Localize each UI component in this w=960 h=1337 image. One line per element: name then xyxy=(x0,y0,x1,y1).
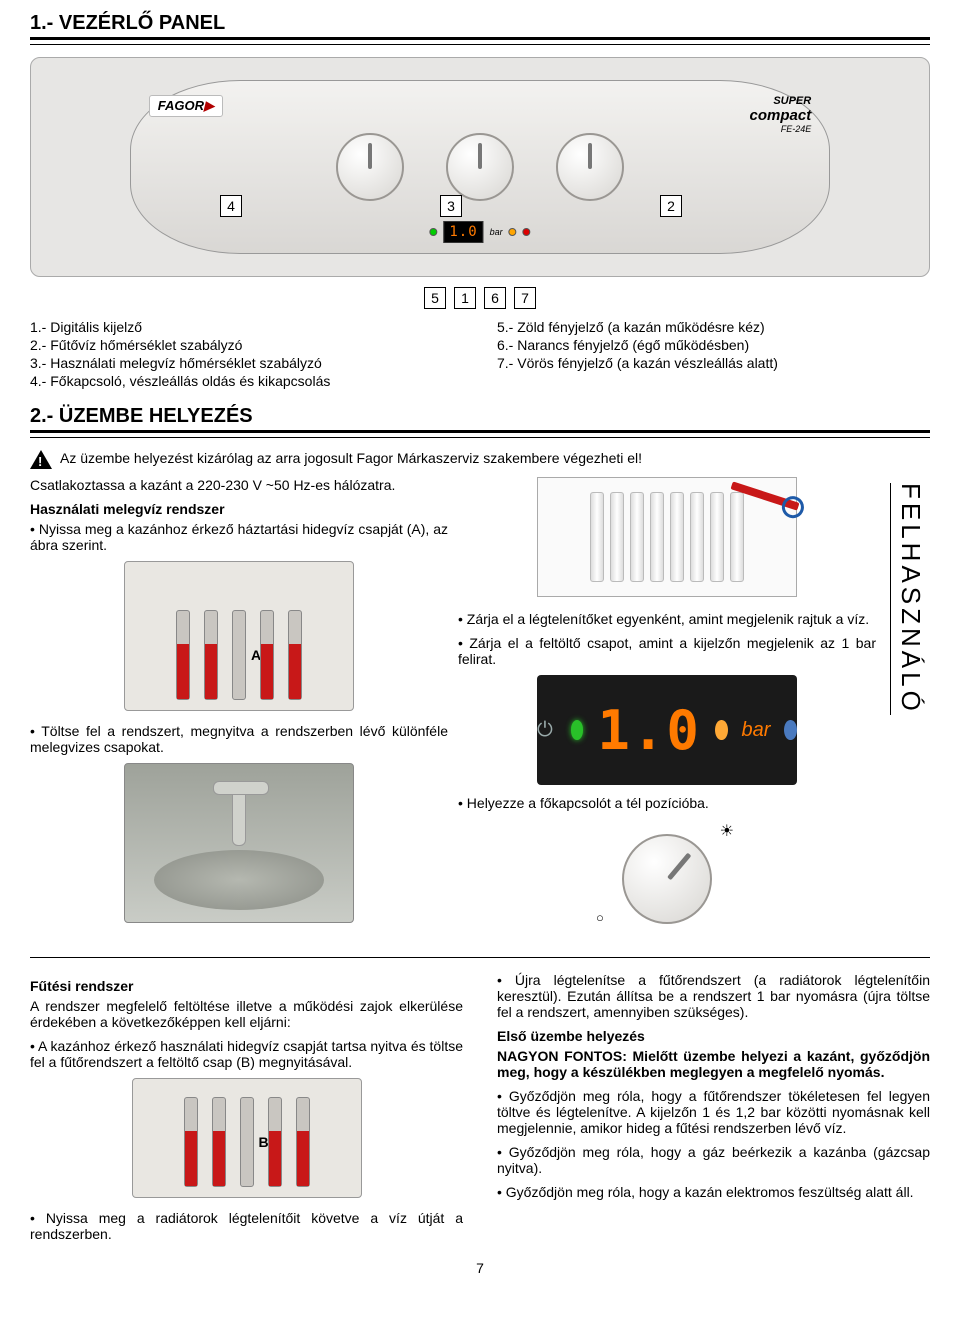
bottom-right: Újra légtelenítse a fűtőrendszert (a rad… xyxy=(497,972,930,1250)
legend-item: 1.- Digitális kijelző xyxy=(30,319,463,335)
bullet: Győződjön meg róla, hogy a kazán elektro… xyxy=(497,1184,930,1200)
rule xyxy=(30,437,930,438)
led-blue-icon xyxy=(784,720,797,740)
pipe xyxy=(204,610,218,700)
pipe xyxy=(212,1097,226,1187)
num-1: 1 xyxy=(454,287,476,309)
dial-2: 2 xyxy=(556,133,624,201)
main-content-grid: Csatlakoztassa a kazánt a 220-230 V ~50 … xyxy=(30,477,930,939)
led-green-icon xyxy=(571,720,584,740)
bottom-left: Fűtési rendszer A rendszer megfelelő fel… xyxy=(30,972,463,1250)
dial-num-2: 2 xyxy=(660,195,682,217)
bar-label: bar xyxy=(490,227,503,237)
brand-left: FAGOR▶ xyxy=(149,95,223,117)
bullet: Nyissa meg a radiátorok légtelenítőit kö… xyxy=(30,1210,463,1242)
display-bar-label: bar xyxy=(742,719,771,742)
bullet: Nyissa meg a kazánhoz érkező háztartási … xyxy=(30,521,448,553)
dial-4: 4 xyxy=(336,133,404,201)
bullet: Zárja el a feltöltő csapot, amint a kije… xyxy=(458,635,876,667)
subhead-heating: Fűtési rendszer xyxy=(30,978,463,994)
legend-item: 2.- Fűtővíz hőmérséklet szabályzó xyxy=(30,337,463,353)
pipe xyxy=(288,610,302,700)
section-1-heading: 1.- VEZÉRLŐ PANEL xyxy=(30,12,930,40)
panel-inner: FAGOR▶ SUPER compact FE-24E 4 3 2 1.0 ba… xyxy=(130,80,830,254)
pipe: B xyxy=(240,1097,254,1187)
sun-icon: ☀ xyxy=(720,821,734,841)
main-dial xyxy=(622,834,712,924)
section-2-heading: 2.- ÜZEMBE HELYEZÉS xyxy=(30,405,930,433)
faucet-icon xyxy=(232,786,246,846)
dial-num-3: 3 xyxy=(440,195,462,217)
legend-item: 5.- Zöld fényjelző (a kazán működésre ké… xyxy=(497,319,930,335)
page-number: 7 xyxy=(30,1260,930,1276)
left-column: Csatlakoztassa a kazánt a 220-230 V ~50 … xyxy=(30,477,448,939)
led-orange-icon xyxy=(509,228,517,236)
legend-item: 7.- Vörös fényjelző (a kazán vészleállás… xyxy=(497,355,930,371)
bullet: Győződjön meg róla, hogy a fűtőrendszer … xyxy=(497,1088,930,1136)
dial-num-4: 4 xyxy=(220,195,242,217)
warning-row: Az üzembe helyezést kizárólag az arra jo… xyxy=(30,450,930,469)
small-sun-icon: ○ xyxy=(596,910,604,925)
subhead-first-start: Első üzembe helyezés xyxy=(497,1028,930,1044)
legend-item: 6.- Narancs fényjelző (égő működésben) xyxy=(497,337,930,353)
warning-text: Az üzembe helyezést kizárólag az arra jo… xyxy=(60,450,642,466)
dial-3: 3 xyxy=(446,133,514,201)
figure-valve-a: A xyxy=(124,561,354,711)
para: A rendszer megfelelő feltöltése illetve … xyxy=(30,998,463,1030)
important-note: NAGYON FONTOS: Mielőtt üzembe helyezi a … xyxy=(497,1048,930,1080)
figure-radiator xyxy=(537,477,797,597)
legend-columns: 1.- Digitális kijelző 2.- Fűtővíz hőmérs… xyxy=(30,319,930,391)
pipe: A xyxy=(232,610,246,700)
bullet: Győződjön meg róla, hogy a gáz beérkezik… xyxy=(497,1144,930,1176)
right-column: Zárja el a légtelenítőket egyenként, ami… xyxy=(458,477,876,939)
bullet: A kazánhoz érkező használati hidegvíz cs… xyxy=(30,1038,463,1070)
legend-item: 4.- Főkapcsoló, vészleállás oldás és kik… xyxy=(30,373,463,389)
figure-faucet xyxy=(124,763,354,923)
legend-left: 1.- Digitális kijelző 2.- Fűtővíz hőmérs… xyxy=(30,319,463,391)
figure-display: ⏻ 1.0 bar xyxy=(537,675,797,785)
pipe xyxy=(176,610,190,700)
led-red-icon xyxy=(523,228,531,236)
rule xyxy=(30,44,930,45)
pipe xyxy=(268,1097,282,1187)
legend-item: 3.- Használati melegvíz hőmérséklet szab… xyxy=(30,355,463,371)
legend-right: 5.- Zöld fényjelző (a kazán működésre ké… xyxy=(497,319,930,391)
num-7: 7 xyxy=(514,287,536,309)
control-panel-figure: FAGOR▶ SUPER compact FE-24E 4 3 2 1.0 ba… xyxy=(30,57,930,277)
bullet: Újra légtelenítse a fűtőrendszert (a rad… xyxy=(497,972,930,1020)
pipe xyxy=(260,610,274,700)
brand-right: SUPER compact FE-24E xyxy=(750,95,812,134)
lower-num-row: 5 1 6 7 xyxy=(30,287,930,309)
figure-valve-b: B xyxy=(132,1078,362,1198)
bullet: Helyezze a főkapcsolót a tél pozícióba. xyxy=(458,795,876,811)
power-icon: ⏻ xyxy=(537,719,553,742)
panel-bottom-row: 1.0 bar xyxy=(429,221,530,243)
num-5: 5 xyxy=(424,287,446,309)
display-value: 1.0 xyxy=(597,699,701,762)
bullet: Zárja el a légtelenítőket egyenként, ami… xyxy=(458,611,876,627)
led-orange-icon xyxy=(715,720,728,740)
panel-display: 1.0 xyxy=(443,221,483,243)
num-6: 6 xyxy=(484,287,506,309)
para: Csatlakoztassa a kazánt a 220-230 V ~50 … xyxy=(30,477,448,493)
subhead-dhw: Használati melegvíz rendszer xyxy=(30,501,448,517)
side-tab: FELHASZNÁLÓ xyxy=(886,477,930,939)
sink-icon xyxy=(154,850,324,910)
pipe xyxy=(296,1097,310,1187)
led-green-icon xyxy=(429,228,437,236)
bottom-columns: Fűtési rendszer A rendszer megfelelő fel… xyxy=(30,972,930,1250)
figure-knob-winter: ☀ ○ xyxy=(572,819,762,939)
bullet: Töltse fel a rendszert, megnyitva a rend… xyxy=(30,723,448,755)
divider xyxy=(30,957,930,958)
pipe xyxy=(184,1097,198,1187)
warning-icon xyxy=(30,450,52,469)
side-tab-label: FELHASZNÁLÓ xyxy=(890,483,926,715)
